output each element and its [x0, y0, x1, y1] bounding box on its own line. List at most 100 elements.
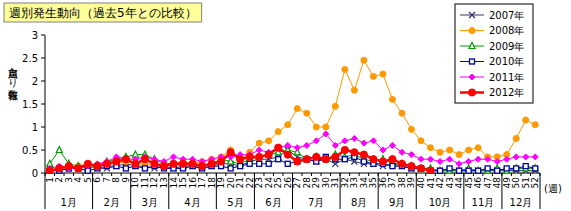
marker	[304, 110, 310, 116]
marker	[532, 165, 538, 171]
marker	[408, 152, 414, 158]
x-tick-label: 18	[207, 177, 217, 189]
x-tick-label: 2	[54, 177, 64, 183]
marker	[408, 126, 414, 132]
group-separator	[540, 173, 541, 209]
x-tick	[140, 173, 141, 176]
x-tick-label: 12	[149, 177, 159, 188]
marker	[179, 160, 186, 167]
y-tick-label: 2	[32, 76, 38, 87]
marker	[361, 57, 367, 63]
x-tick-label: 47	[483, 177, 493, 188]
marker	[466, 168, 472, 174]
marker	[285, 161, 290, 166]
marker	[56, 165, 62, 171]
marker	[218, 158, 225, 165]
x-tick-label: 41	[426, 177, 436, 188]
group-separator	[45, 173, 46, 209]
marker	[408, 163, 415, 170]
x-tick	[406, 173, 407, 176]
x-tick-label: 34	[359, 177, 369, 189]
marker	[256, 147, 262, 153]
y-tick-label: 3	[32, 30, 38, 41]
group-label: 8月	[351, 197, 367, 208]
marker	[122, 156, 129, 163]
x-tick	[83, 173, 84, 176]
x-tick-label: 3	[64, 177, 74, 183]
marker	[160, 163, 167, 170]
marker	[504, 156, 510, 162]
marker	[475, 156, 481, 162]
background	[0, 0, 571, 211]
x-tick-label: 27	[292, 177, 302, 188]
marker	[161, 163, 167, 169]
marker	[437, 149, 443, 155]
x-tick-label: 13	[159, 177, 169, 188]
legend-label: 2010年	[489, 56, 524, 67]
marker	[456, 168, 462, 174]
group-separator	[92, 173, 93, 209]
marker	[313, 138, 319, 144]
marker	[494, 168, 500, 174]
marker	[418, 165, 424, 171]
title-group: 週別発生動向（過去5年との比較）	[4, 3, 202, 22]
x-tick	[349, 173, 350, 176]
marker	[485, 156, 491, 162]
group-label: 6月	[265, 197, 281, 208]
marker	[514, 166, 519, 171]
series-line	[50, 60, 535, 170]
title-box	[4, 3, 202, 22]
x-tick-label: 32	[340, 177, 350, 188]
y-tick	[41, 81, 45, 82]
x-tick-label: 43	[445, 177, 455, 188]
group-label: 9月	[389, 197, 405, 208]
x-tick	[54, 173, 55, 176]
marker	[342, 156, 348, 162]
x-tick-label: 6	[92, 177, 102, 183]
legend-marker	[468, 89, 475, 96]
marker	[466, 147, 472, 153]
marker	[275, 144, 282, 151]
x-tick	[73, 173, 74, 176]
marker	[276, 157, 281, 162]
x-tick	[454, 173, 455, 176]
marker	[456, 167, 462, 173]
x-tick	[102, 173, 103, 176]
legend-marker	[469, 74, 475, 80]
group-separator	[168, 173, 169, 209]
series-line	[50, 134, 535, 169]
x-tick-label: 21	[235, 177, 245, 188]
x-tick-label: 16	[188, 177, 198, 189]
x-tick-label: 30	[321, 177, 331, 189]
marker	[351, 149, 358, 156]
x-tick	[206, 173, 207, 176]
y-axis-label: 定点当たり報告数	[8, 60, 19, 101]
marker	[398, 160, 405, 167]
y-tick	[41, 104, 45, 105]
y-tick	[41, 150, 45, 151]
legend-box	[455, 4, 533, 103]
x-tick-label: 23	[254, 177, 264, 188]
marker	[189, 160, 196, 167]
marker	[56, 165, 62, 171]
x-tick	[159, 173, 160, 176]
x-tick	[368, 173, 369, 176]
marker	[494, 159, 500, 165]
marker	[427, 167, 434, 174]
x-tick-label: 7	[102, 177, 112, 183]
x-tick	[530, 173, 531, 176]
marker	[171, 161, 177, 167]
marker	[113, 158, 120, 165]
marker	[294, 145, 300, 151]
marker	[523, 117, 529, 123]
marker	[142, 166, 147, 171]
marker	[466, 159, 472, 165]
group-separator	[254, 173, 255, 209]
x-tick-label: 40	[416, 177, 426, 189]
marker	[284, 151, 291, 158]
x-tick	[197, 173, 198, 176]
marker	[380, 147, 386, 153]
marker	[437, 168, 443, 174]
marker	[495, 168, 500, 173]
marker	[428, 145, 434, 151]
